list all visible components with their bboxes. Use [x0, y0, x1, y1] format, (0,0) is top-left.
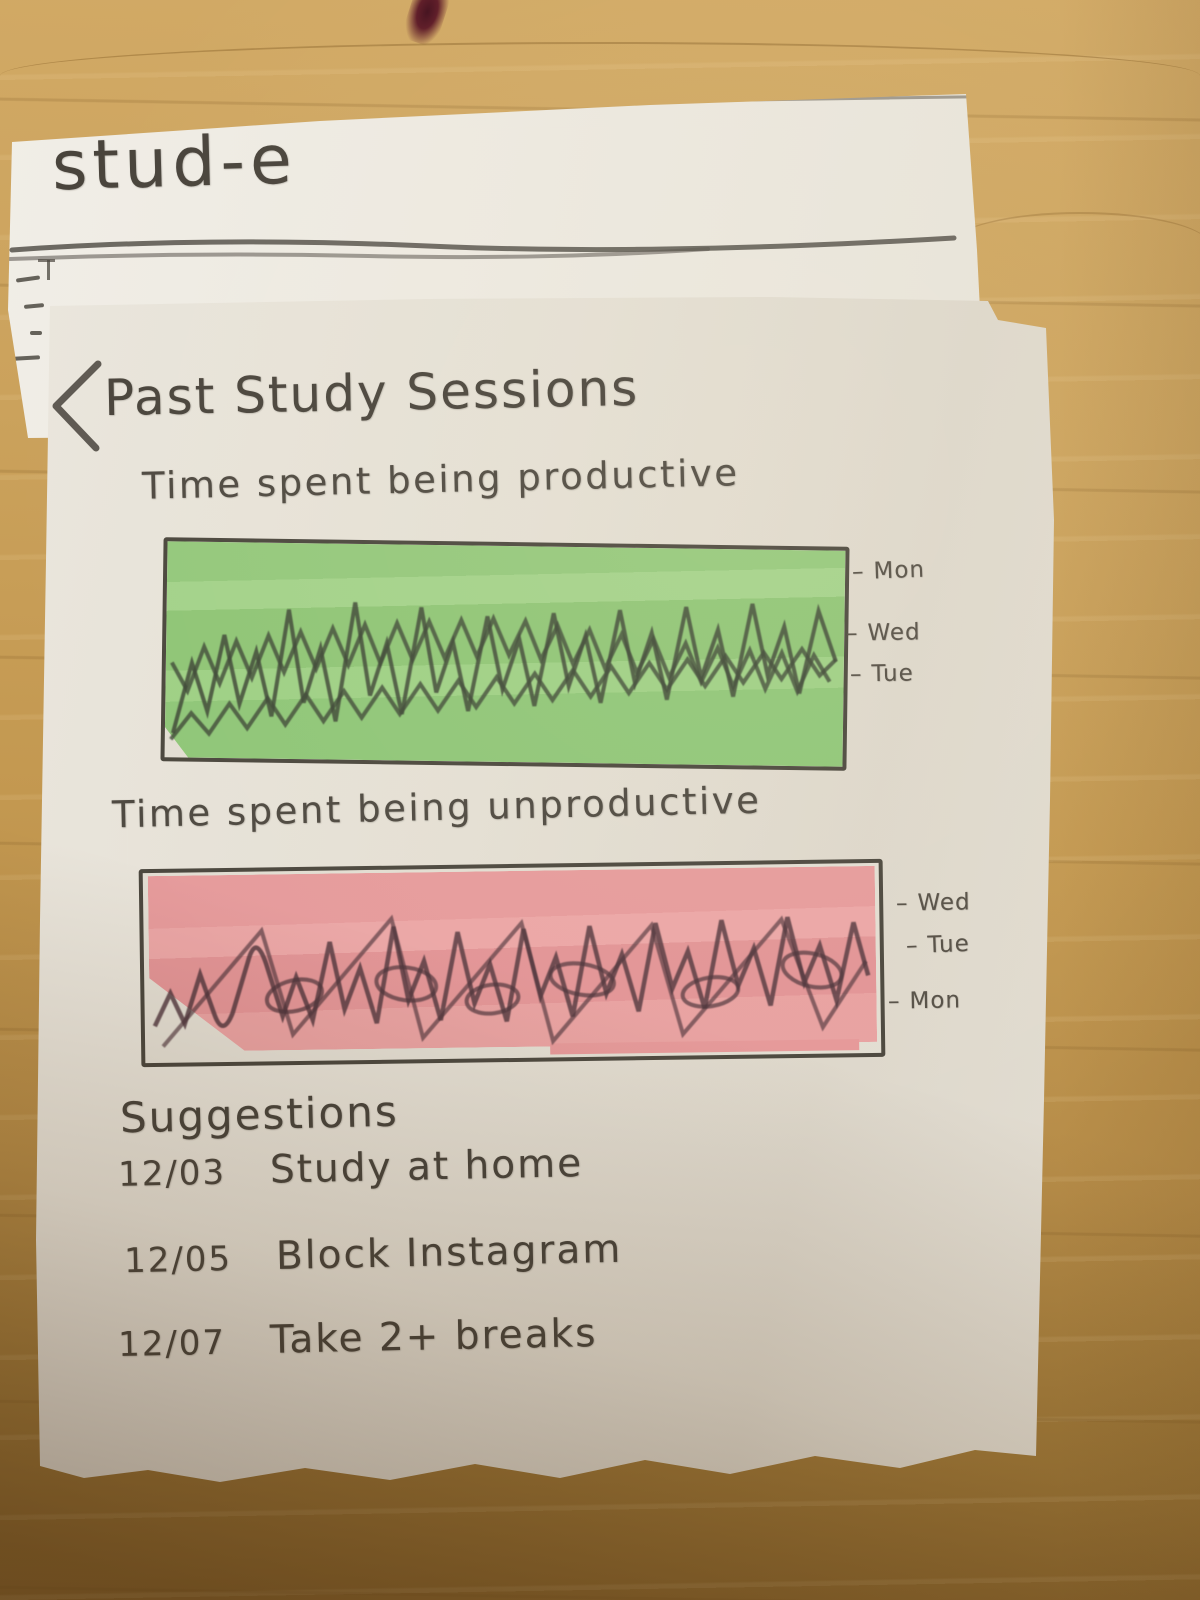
suggestion-item: 12/05 Block Instagram	[124, 1227, 623, 1282]
legend-item-productive-2: – Tue	[850, 660, 914, 687]
title-underline	[8, 235, 957, 261]
unproductive-chart	[138, 858, 886, 1068]
legend-dash: –	[895, 890, 909, 917]
legend-dash: –	[851, 558, 865, 586]
suggestion-date: 12/07	[117, 1322, 227, 1366]
legend-label: Wed	[867, 619, 921, 647]
legend-dash: –	[849, 661, 863, 688]
hidden-list-dash	[13, 355, 41, 361]
legend-label: Mon	[873, 556, 926, 585]
hidden-list-dash	[23, 303, 45, 309]
unproductive-chart-title: Time spent being unproductive	[111, 778, 762, 837]
suggestion-text: Take 2+ breaks	[269, 1310, 598, 1363]
page-title: Past Study Sessions	[103, 358, 640, 428]
legend-label: Wed	[917, 889, 971, 917]
legend-label: Tue	[927, 930, 971, 959]
legend-dash: –	[845, 620, 859, 647]
productive-chart-title: Time spent being productive	[141, 451, 740, 508]
legend-item-unproductive-2: – Mon	[888, 987, 961, 1014]
suggestion-text: Study at home	[269, 1141, 584, 1193]
suggestion-text: Block Instagram	[275, 1226, 623, 1280]
back-icon[interactable]	[46, 360, 104, 452]
suggestions-heading: Suggestions	[119, 1086, 400, 1143]
hidden-note-mark	[47, 260, 50, 280]
suggestion-item: 12/03 Study at home	[118, 1141, 584, 1196]
wood-grain-line	[0, 42, 1200, 154]
hidden-list-dash	[30, 331, 42, 335]
legend-dash: –	[887, 988, 901, 1015]
productive-chart	[160, 537, 850, 771]
legend-item-productive-0: – Mon	[852, 557, 926, 586]
legend-item-unproductive-0: – Wed	[896, 889, 971, 916]
hidden-list-dash	[15, 275, 41, 283]
suggestion-date: 12/03	[117, 1152, 227, 1195]
suggestion-item: 12/07 Take 2+ breaks	[118, 1311, 598, 1366]
productive-chart-scribble	[169, 602, 838, 741]
suggestion-date: 12/05	[123, 1238, 233, 1282]
legend-item-unproductive-1: – Tue	[906, 931, 971, 959]
hidden-note-mark	[38, 259, 55, 262]
unproductive-chart-scribble	[152, 914, 871, 1048]
legend-item-productive-1: – Wed	[846, 619, 921, 646]
legend-dash: –	[905, 932, 919, 960]
legend-label: Mon	[909, 987, 962, 1015]
wood-grain-line	[950, 212, 1200, 324]
legend-label: Tue	[871, 660, 915, 688]
